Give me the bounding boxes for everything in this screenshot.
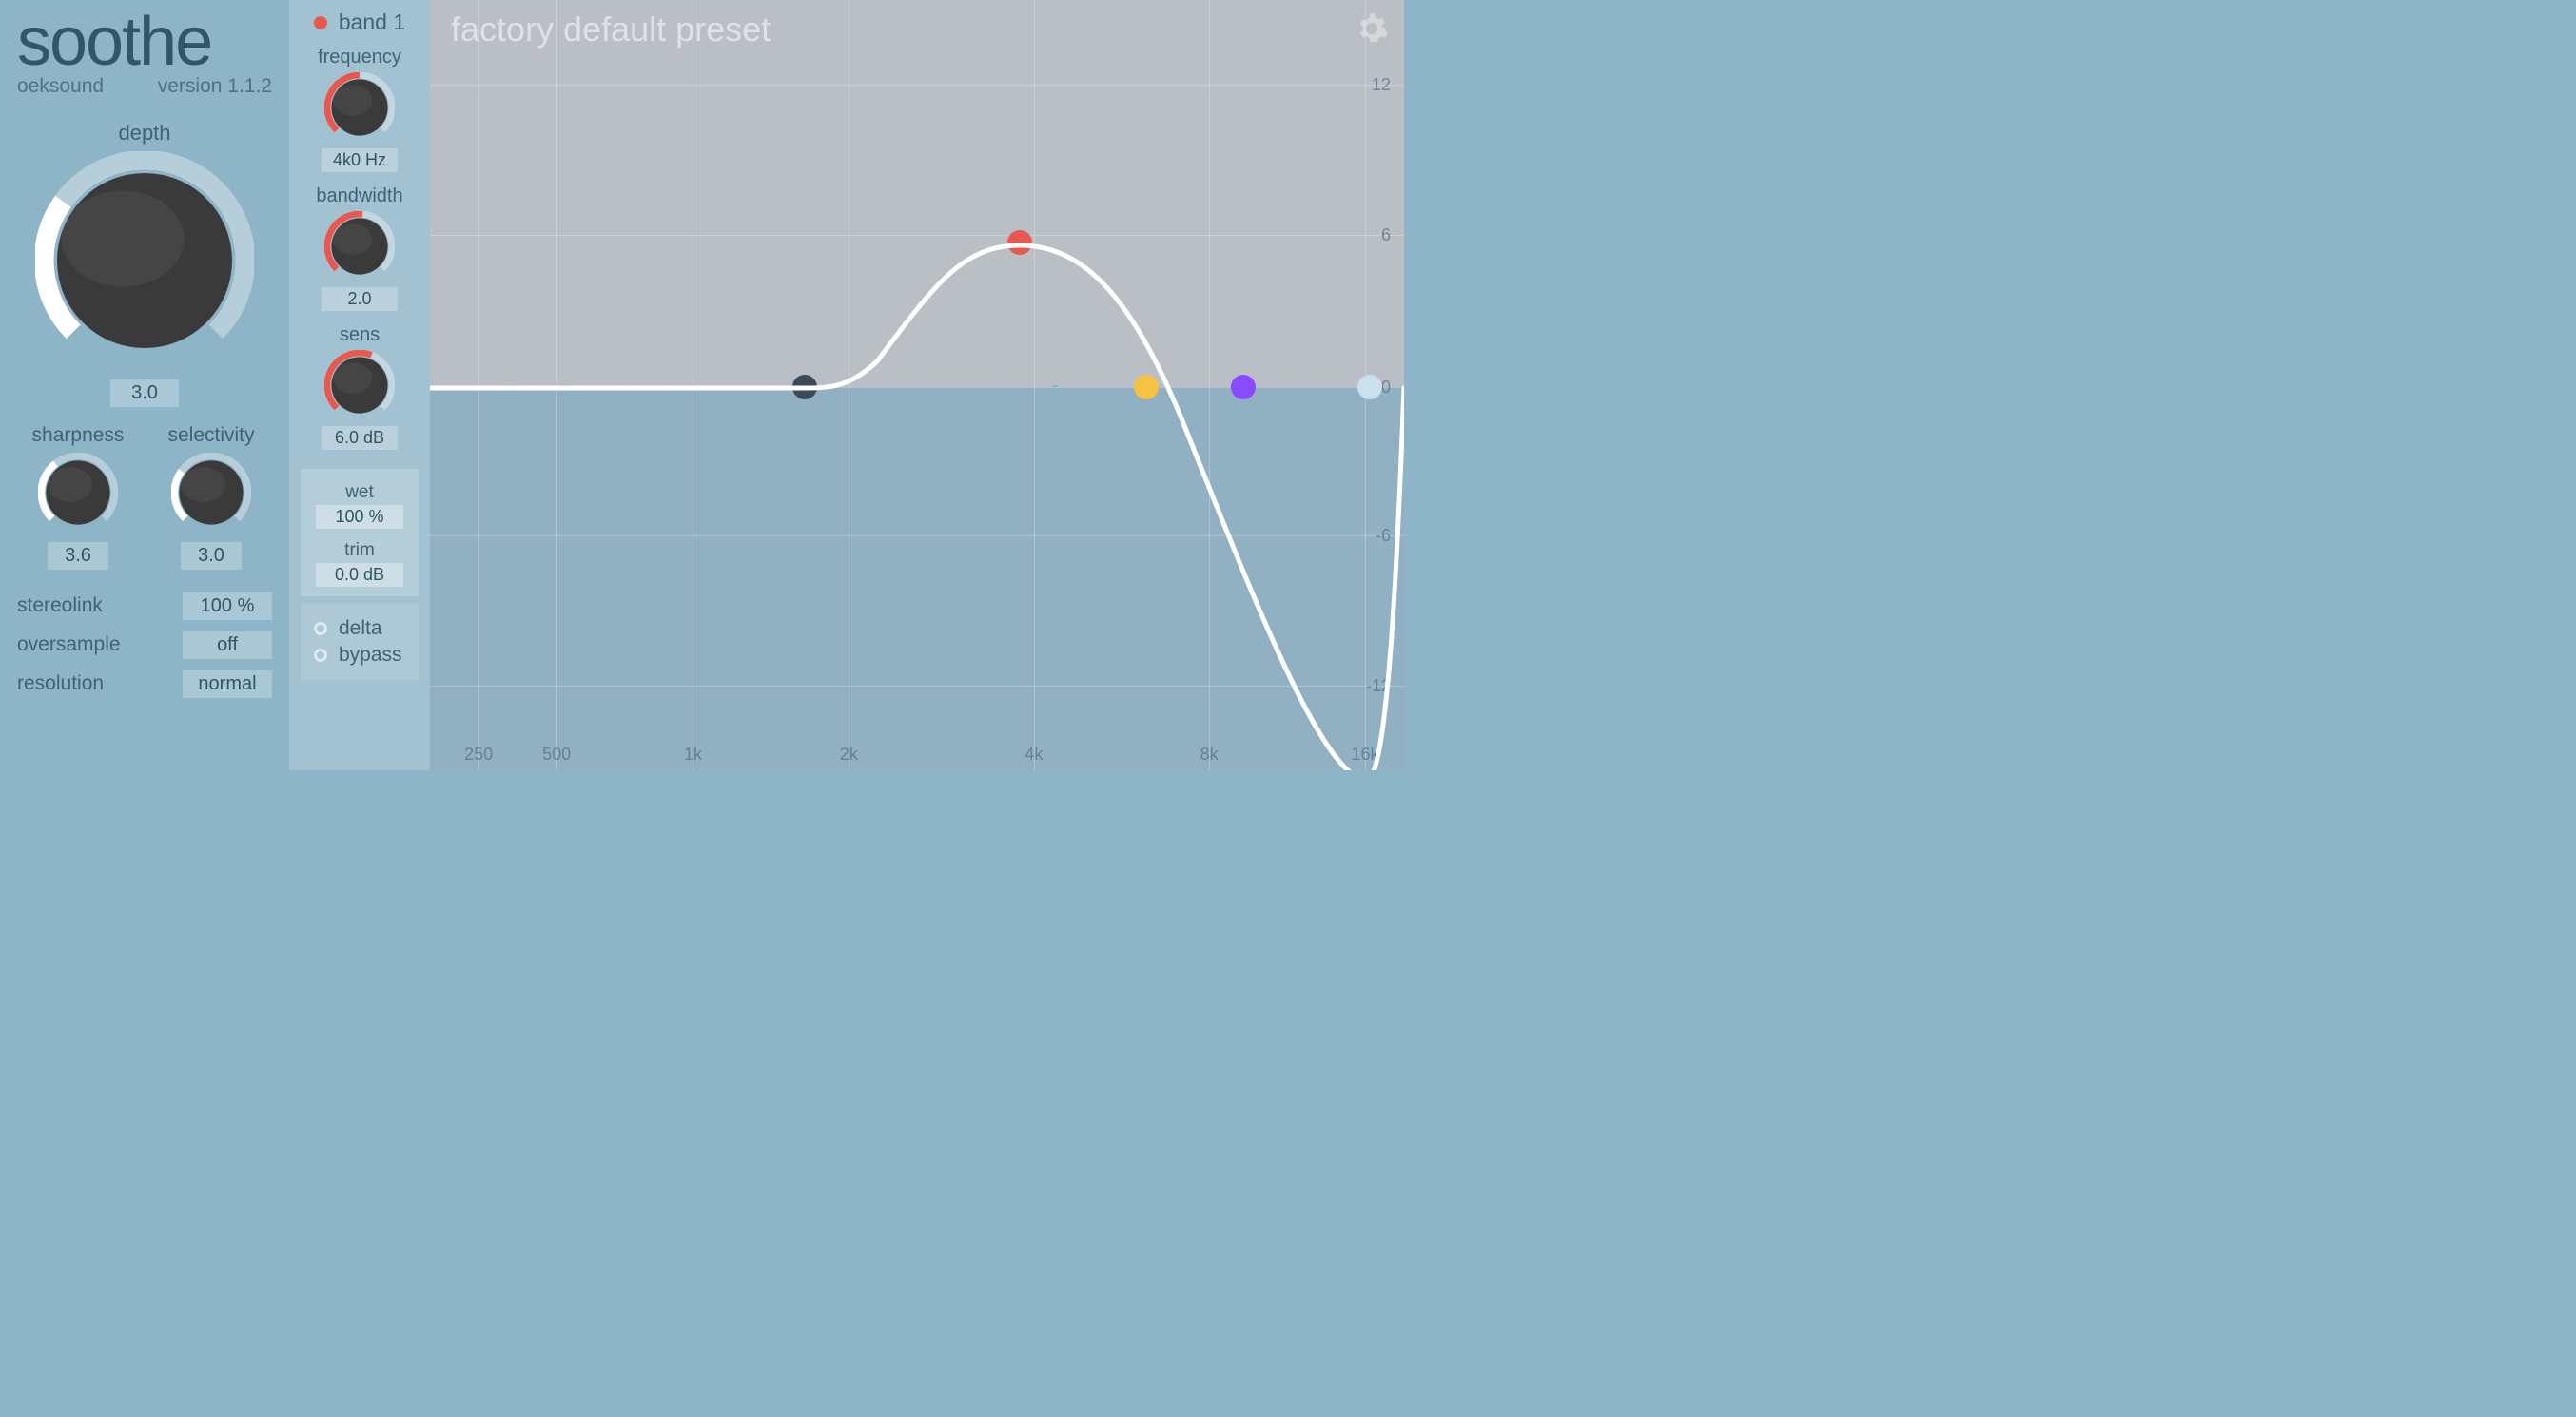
band-node-4[interactable] bbox=[1231, 375, 1256, 399]
bandwidth-value[interactable]: 2.0 bbox=[322, 287, 398, 311]
sharpness-value[interactable]: 3.6 bbox=[48, 542, 108, 570]
trim-label: trim bbox=[316, 540, 403, 561]
stereolink-value[interactable]: 100 % bbox=[183, 592, 272, 620]
delta-ring-icon bbox=[314, 622, 327, 635]
band-node-2[interactable] bbox=[1007, 230, 1032, 255]
sens-value[interactable]: 6.0 dB bbox=[322, 426, 398, 450]
sharpness-knob[interactable] bbox=[38, 453, 118, 533]
sens-knob[interactable] bbox=[324, 350, 395, 420]
depth-value[interactable]: 3.0 bbox=[110, 379, 179, 407]
gridline-h bbox=[430, 235, 1404, 236]
frequency-label: frequency bbox=[318, 47, 401, 68]
company-name: oeksound bbox=[17, 75, 104, 98]
resolution-value[interactable]: normal bbox=[183, 670, 272, 698]
x-tick-label: 16k bbox=[1352, 745, 1379, 765]
oversample-value[interactable]: off bbox=[183, 631, 272, 659]
x-tick-label: 1k bbox=[684, 745, 702, 765]
selectivity-knob[interactable] bbox=[171, 453, 251, 533]
resolution-label: resolution bbox=[17, 672, 104, 695]
gridline-h bbox=[430, 85, 1404, 86]
x-tick-label: 500 bbox=[542, 745, 571, 765]
gridline-h bbox=[430, 387, 1404, 388]
wet-trim-block: wet 100 % trim 0.0 dB bbox=[301, 469, 419, 596]
wet-label: wet bbox=[316, 482, 403, 503]
stereolink-row: stereolink 100 % bbox=[17, 592, 272, 620]
bandwidth-knob[interactable] bbox=[324, 211, 395, 281]
sens-control: sens 6.0 dB bbox=[322, 324, 398, 450]
gridline-h bbox=[430, 686, 1404, 687]
depth-knob[interactable] bbox=[35, 151, 254, 370]
delta-label: delta bbox=[339, 617, 382, 640]
band-indicator-dot bbox=[314, 16, 327, 29]
bandwidth-label: bandwidth bbox=[316, 185, 402, 207]
graph-panel[interactable]: factory default preset 250 500 1k 2k 4k 8k 16k… bbox=[430, 0, 1404, 770]
band-panel: band 1 frequency 4k0 Hz bandwidth 2.0 se… bbox=[289, 0, 430, 770]
x-tick-label: 2k bbox=[840, 745, 858, 765]
y-tick-label: 12 bbox=[1372, 75, 1391, 95]
band-title: band 1 bbox=[339, 10, 405, 35]
selectivity-control: selectivity 3.0 bbox=[150, 424, 272, 570]
oversample-row: oversample off bbox=[17, 631, 272, 659]
selectivity-value[interactable]: 3.0 bbox=[181, 542, 242, 570]
oversample-label: oversample bbox=[17, 633, 121, 656]
y-tick-label: 0 bbox=[1381, 378, 1391, 398]
bypass-ring-icon bbox=[314, 649, 327, 662]
x-tick-label: 4k bbox=[1025, 745, 1043, 765]
graph-ripple bbox=[430, 385, 1404, 412]
resolution-row: resolution normal bbox=[17, 670, 272, 698]
wet-row: wet 100 % bbox=[316, 482, 403, 529]
left-panel: soothe oeksound version 1.1.2 depth 3.0 … bbox=[0, 0, 289, 770]
frequency-value[interactable]: 4k0 Hz bbox=[322, 148, 398, 172]
gridline-v bbox=[478, 0, 479, 770]
x-tick-label: 250 bbox=[464, 745, 493, 765]
stereolink-label: stereolink bbox=[17, 594, 103, 617]
sens-label: sens bbox=[340, 324, 380, 346]
y-tick-label: -6 bbox=[1376, 526, 1391, 546]
selectivity-label: selectivity bbox=[167, 424, 254, 447]
toggle-block: delta bypass bbox=[301, 604, 419, 680]
gridline-v bbox=[1034, 0, 1035, 770]
band-node-5[interactable] bbox=[1357, 375, 1382, 399]
band-node-1[interactable] bbox=[792, 375, 817, 399]
frequency-control: frequency 4k0 Hz bbox=[318, 47, 401, 172]
sharpness-control: sharpness 3.6 bbox=[17, 424, 139, 570]
depth-control: depth 3.0 bbox=[17, 121, 272, 407]
band-node-3[interactable] bbox=[1134, 375, 1159, 399]
y-tick-label: -12 bbox=[1366, 676, 1391, 696]
version-label: version 1.1.2 bbox=[158, 75, 272, 98]
brand-logo: soothe bbox=[17, 11, 272, 73]
band-header[interactable]: band 1 bbox=[314, 10, 405, 35]
gridline-v bbox=[556, 0, 557, 770]
depth-label: depth bbox=[118, 121, 170, 146]
x-tick-label: 8k bbox=[1200, 745, 1219, 765]
frequency-knob[interactable] bbox=[324, 72, 395, 143]
preset-name[interactable]: factory default preset bbox=[451, 10, 771, 49]
y-tick-label: 6 bbox=[1381, 225, 1391, 245]
delta-toggle[interactable]: delta bbox=[314, 617, 405, 640]
gridline-h bbox=[430, 535, 1404, 536]
graph-water-area bbox=[430, 387, 1404, 770]
sharpness-label: sharpness bbox=[32, 424, 125, 447]
gear-icon[interactable] bbox=[1355, 11, 1389, 46]
trim-value[interactable]: 0.0 dB bbox=[316, 563, 403, 587]
brand-subhead: oeksound version 1.1.2 bbox=[17, 75, 272, 98]
bypass-toggle[interactable]: bypass bbox=[314, 644, 405, 667]
trim-row: trim 0.0 dB bbox=[316, 540, 403, 587]
gridline-v bbox=[1209, 0, 1210, 770]
bypass-label: bypass bbox=[339, 644, 402, 667]
wet-value[interactable]: 100 % bbox=[316, 505, 403, 529]
bandwidth-control: bandwidth 2.0 bbox=[316, 185, 402, 311]
